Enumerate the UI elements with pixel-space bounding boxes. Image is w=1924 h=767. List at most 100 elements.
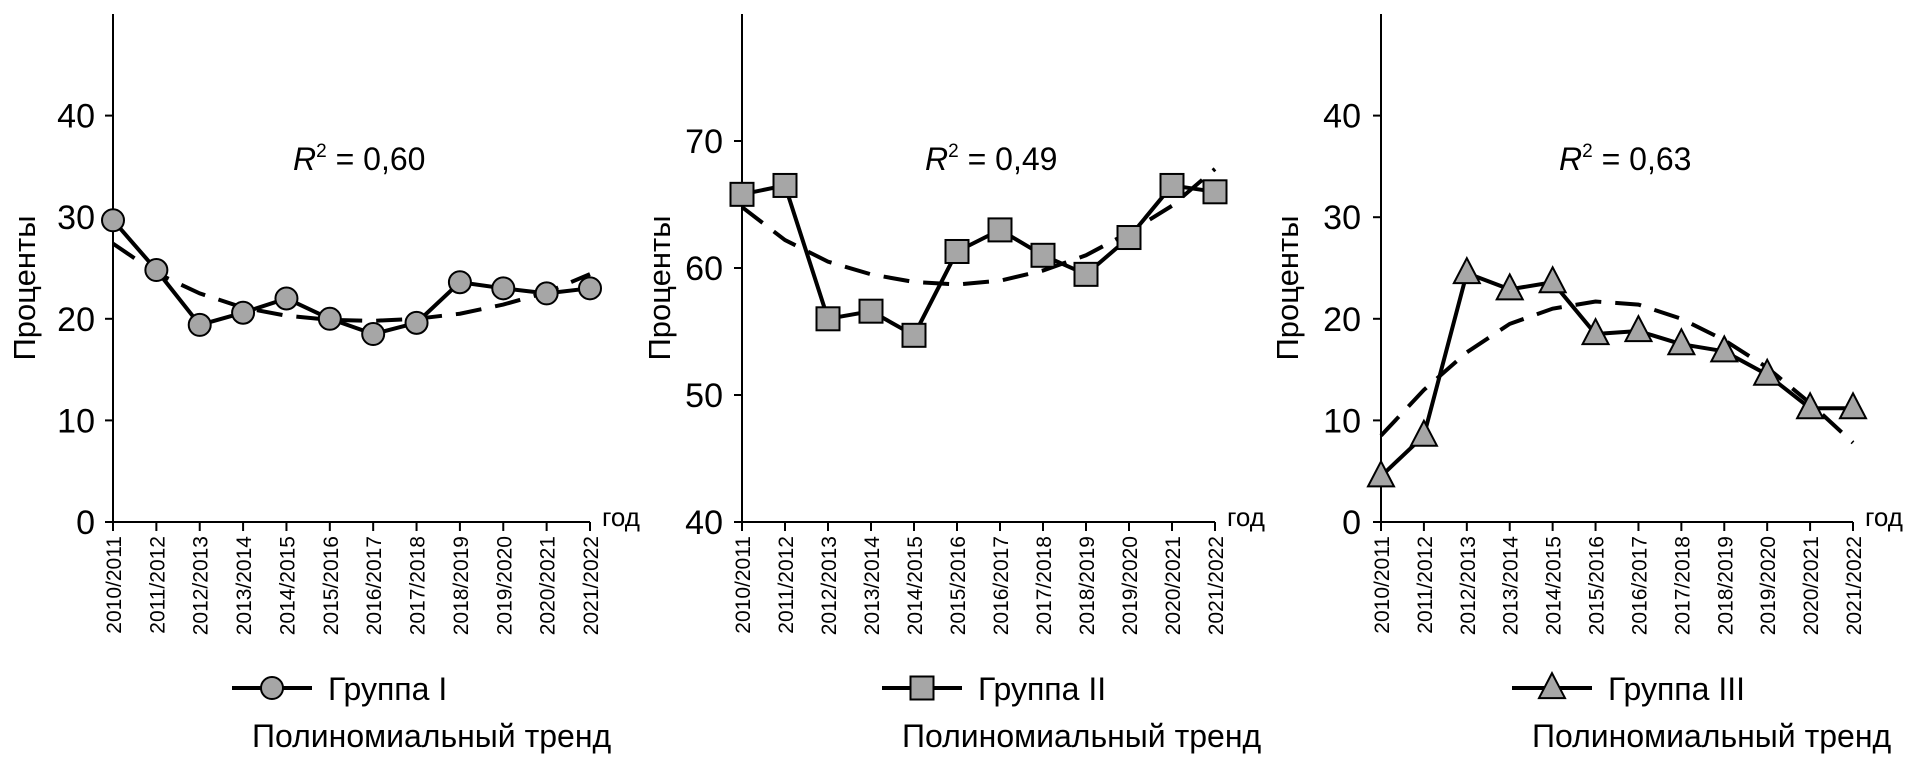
x-tick-label: 2014/2015	[276, 536, 299, 635]
data-point	[1366, 459, 1396, 488]
data-point	[187, 312, 212, 337]
data-point	[1159, 172, 1185, 198]
legend: Группа III Полиномиальный тренд	[1512, 670, 1891, 754]
trend-line	[111, 241, 591, 323]
chart-panel-2: 40 50 60 70 Проценты 2010/2011 2011/2012 2012/2…	[642, 14, 1265, 754]
x-tick-label: 2010/2011	[103, 536, 126, 634]
x-tick-label: 2015/2016	[1586, 536, 1609, 635]
r-squared-annotation: R2 = 0,49	[925, 141, 1057, 177]
legend-series-marker	[1537, 670, 1567, 700]
legend-series-label: Группа III	[1608, 671, 1745, 707]
x-tick-label: 2013/2014	[861, 536, 884, 636]
data-point	[1752, 357, 1782, 386]
legend: Группа I Полиномиальный тренд	[232, 671, 611, 754]
y-tick-label: 10	[57, 402, 95, 440]
data-point	[944, 238, 970, 264]
x-tick-label: 2021/2022	[1843, 536, 1866, 635]
x-tick-label: 2011/2012	[1414, 536, 1437, 634]
x-tick-label: 2012/2013	[190, 536, 213, 635]
r-squared-annotation: R2 = 0,60	[293, 141, 425, 177]
x-tick-label: 2019/2020	[493, 536, 516, 635]
data-point	[1030, 242, 1056, 268]
y-axis-label: Проценты	[642, 215, 677, 360]
data-point	[274, 286, 299, 311]
data-point	[361, 322, 386, 347]
y-tick-label: 70	[685, 123, 723, 161]
legend-trend-label: Полиномиальный тренд	[1532, 718, 1891, 754]
x-axis-label: год	[1227, 502, 1265, 532]
legend: Группа II Полиномиальный тренд	[882, 671, 1261, 754]
legend-trend-label: Полиномиальный тренд	[252, 718, 611, 754]
data-point	[772, 172, 798, 198]
x-tick-label: 2016/2017	[990, 536, 1013, 635]
data-point	[815, 306, 841, 332]
data-point	[1537, 265, 1568, 294]
y-tick-label: 20	[57, 301, 95, 339]
data-point	[858, 298, 884, 324]
data-point	[1116, 225, 1142, 251]
data-point	[317, 306, 342, 331]
legend-series-marker	[909, 675, 935, 701]
x-axis-label: год	[1865, 502, 1903, 532]
y-tick-label: 40	[685, 504, 723, 542]
x-tick-label: 2010/2011	[732, 536, 755, 634]
data-point	[1623, 313, 1654, 343]
x-tick-label: 2018/2019	[1714, 536, 1737, 635]
x-tick-label: 2013/2014	[1500, 536, 1523, 636]
x-tick-label: 2020/2021	[1800, 536, 1823, 635]
data-point	[144, 258, 169, 283]
x-tick-label: 2013/2014	[233, 536, 256, 636]
y-tick-label: 0	[76, 504, 95, 542]
data-point	[578, 276, 602, 301]
x-tick-label: 2016/2017	[363, 536, 386, 635]
data-point	[1709, 334, 1739, 363]
x-tick-label: 2017/2018	[1671, 536, 1694, 635]
legend-series-label: Группа I	[328, 671, 447, 707]
x-tick-label: 2010/2011	[1371, 536, 1394, 634]
y-axis-label: Проценты	[7, 215, 42, 360]
x-tick-label: 2012/2013	[1457, 536, 1480, 635]
data-point	[534, 281, 559, 306]
data-point	[1409, 418, 1439, 447]
x-tick-label: 2019/2020	[1119, 536, 1142, 635]
x-axis-label: год	[602, 502, 640, 532]
data-point	[231, 300, 256, 325]
legend-trend-label: Полиномиальный тренд	[902, 718, 1261, 754]
data-point	[987, 217, 1013, 243]
y-tick-label: 40	[57, 98, 95, 136]
y-axis-label: Проценты	[1270, 215, 1305, 360]
x-tick-label: 2017/2018	[1033, 536, 1056, 635]
x-tick-label: 2017/2018	[407, 536, 430, 635]
y-tick-label: 60	[685, 250, 723, 288]
x-tick-label: 2015/2016	[320, 536, 343, 635]
data-point	[1666, 327, 1697, 356]
data-point	[101, 208, 125, 233]
x-tick-label: 2016/2017	[1628, 536, 1651, 635]
data-point	[901, 322, 927, 348]
x-tick-label: 2015/2016	[947, 536, 970, 635]
x-tick-label: 2012/2013	[818, 536, 841, 635]
y-tick-label: 0	[1342, 504, 1361, 542]
y-tick-label: 30	[1323, 199, 1361, 237]
legend-series-marker	[260, 676, 284, 700]
data-point	[404, 310, 429, 335]
data-point	[1495, 272, 1525, 301]
r-squared-annotation: R2 = 0,63	[1559, 141, 1691, 177]
data-point	[1795, 391, 1825, 420]
x-tick-label: 2018/2019	[450, 536, 473, 635]
y-tick-label: 20	[1323, 301, 1361, 339]
x-tick-label: 2014/2015	[1543, 536, 1566, 635]
x-tick-label: 2011/2012	[775, 536, 798, 634]
x-tick-label: 2011/2012	[146, 536, 169, 634]
data-point	[491, 276, 516, 301]
data-point	[447, 270, 472, 295]
x-tick-label: 2021/2022	[580, 536, 603, 635]
series-line	[111, 218, 591, 337]
data-point	[1580, 316, 1611, 346]
data-point	[1073, 261, 1099, 287]
y-tick-label: 10	[1323, 402, 1361, 440]
data-point	[1202, 179, 1228, 205]
data-point	[1452, 256, 1482, 285]
